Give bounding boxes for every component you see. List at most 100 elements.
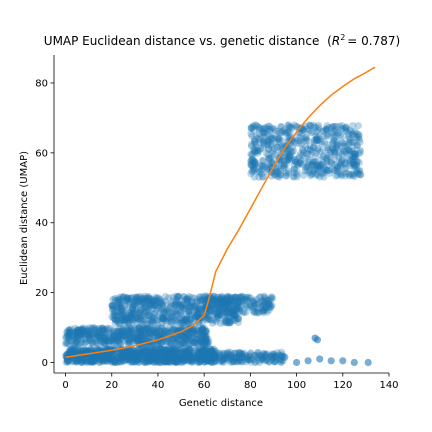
data-point bbox=[156, 353, 164, 361]
data-point bbox=[221, 300, 229, 308]
data-point bbox=[120, 327, 128, 335]
data-point bbox=[127, 352, 135, 361]
data-point bbox=[82, 330, 90, 338]
data-point bbox=[168, 317, 176, 325]
data-point bbox=[339, 132, 347, 140]
data-point bbox=[168, 348, 176, 356]
data-point bbox=[96, 334, 105, 342]
data-point bbox=[131, 297, 140, 305]
data-point bbox=[111, 315, 119, 323]
data-point bbox=[157, 339, 165, 348]
data-point bbox=[144, 324, 152, 332]
data-point bbox=[175, 300, 184, 308]
data-point bbox=[99, 358, 107, 366]
data-point bbox=[83, 354, 91, 362]
data-point bbox=[262, 137, 270, 145]
data-point bbox=[171, 301, 179, 309]
data-point bbox=[265, 138, 273, 146]
data-point bbox=[269, 153, 277, 161]
data-point bbox=[121, 349, 129, 357]
data-point bbox=[171, 300, 179, 308]
data-point bbox=[130, 335, 138, 343]
data-point bbox=[269, 160, 277, 168]
data-point bbox=[180, 340, 188, 348]
data-point bbox=[202, 335, 210, 343]
data-point bbox=[249, 122, 257, 130]
data-point bbox=[124, 332, 132, 340]
data-point bbox=[182, 354, 190, 362]
data-point bbox=[146, 325, 154, 334]
data-point bbox=[197, 330, 205, 338]
data-point bbox=[267, 356, 275, 364]
data-point bbox=[137, 319, 145, 327]
data-point bbox=[229, 307, 237, 315]
data-point bbox=[290, 121, 298, 129]
data-point bbox=[176, 354, 184, 362]
data-point bbox=[225, 302, 233, 310]
data-point bbox=[314, 171, 322, 179]
data-point bbox=[255, 308, 263, 316]
data-point bbox=[338, 156, 346, 164]
data-point bbox=[115, 320, 123, 328]
data-point bbox=[309, 121, 317, 129]
data-point bbox=[216, 295, 225, 303]
data-point bbox=[291, 155, 299, 163]
data-point bbox=[67, 348, 75, 356]
data-point bbox=[173, 339, 181, 347]
data-point bbox=[218, 356, 226, 364]
data-point bbox=[228, 308, 236, 316]
data-point bbox=[348, 170, 356, 178]
data-point bbox=[253, 143, 261, 152]
data-point bbox=[209, 350, 217, 358]
data-point bbox=[132, 295, 140, 303]
data-point bbox=[247, 356, 255, 364]
data-point bbox=[323, 140, 331, 148]
data-point bbox=[74, 339, 82, 347]
data-point bbox=[169, 352, 177, 360]
data-point bbox=[103, 355, 111, 363]
data-point bbox=[290, 162, 298, 170]
data-point bbox=[164, 348, 172, 356]
data-point bbox=[239, 293, 247, 301]
data-point bbox=[277, 123, 285, 131]
data-point bbox=[176, 332, 185, 340]
data-point bbox=[207, 349, 215, 357]
data-point bbox=[253, 300, 261, 308]
data-point bbox=[206, 353, 214, 361]
data-point bbox=[126, 324, 134, 332]
data-point bbox=[265, 303, 273, 311]
data-point bbox=[149, 333, 157, 341]
data-point bbox=[259, 306, 267, 315]
data-point bbox=[159, 305, 167, 313]
data-point bbox=[232, 293, 240, 301]
data-point bbox=[72, 329, 80, 337]
data-point bbox=[194, 304, 203, 312]
data-point bbox=[210, 354, 218, 362]
data-point bbox=[111, 319, 119, 327]
data-point bbox=[324, 132, 332, 140]
data-point bbox=[263, 303, 271, 311]
data-point bbox=[114, 317, 122, 325]
data-point bbox=[189, 302, 197, 310]
data-point bbox=[202, 348, 210, 356]
data-point bbox=[86, 331, 94, 339]
data-point bbox=[356, 167, 364, 175]
data-point bbox=[113, 327, 121, 335]
data-point bbox=[314, 165, 322, 173]
data-point bbox=[140, 349, 148, 357]
data-point bbox=[136, 292, 144, 300]
data-point bbox=[351, 142, 359, 150]
data-point bbox=[141, 303, 149, 311]
data-point bbox=[243, 355, 251, 364]
data-point bbox=[181, 353, 189, 362]
data-point bbox=[140, 325, 148, 333]
data-point bbox=[193, 296, 202, 304]
data-point bbox=[162, 318, 170, 326]
data-point bbox=[133, 305, 141, 313]
data-point bbox=[173, 354, 181, 362]
data-point bbox=[175, 292, 183, 300]
data-point bbox=[264, 145, 273, 153]
data-point bbox=[179, 339, 187, 348]
data-point bbox=[118, 305, 126, 314]
data-point bbox=[222, 309, 230, 317]
